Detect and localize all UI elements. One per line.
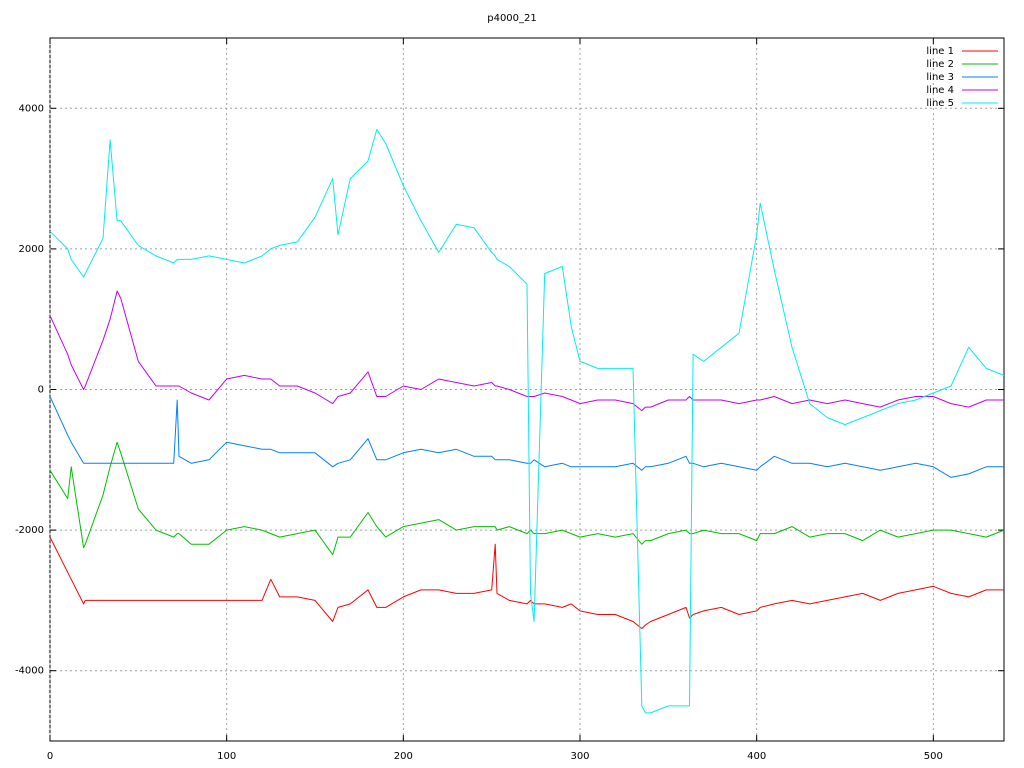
data-line: [49, 441, 1005, 556]
y-tick-label: -2000: [15, 525, 44, 536]
y-tick-label: 2000: [19, 244, 44, 255]
x-tick-label: 300: [570, 751, 589, 762]
y-tick-label: 4000: [19, 103, 44, 114]
data-line: [49, 128, 1005, 714]
x-tick-label: 200: [394, 751, 413, 762]
legend-label: line 1: [926, 46, 954, 57]
chart-title: p4000_21: [487, 13, 537, 24]
y-tick-label: 0: [38, 385, 44, 396]
legend-label: line 5: [926, 98, 954, 109]
legend-label: line 4: [926, 85, 954, 96]
x-tick-label: 400: [747, 751, 766, 762]
legend-label: line 2: [926, 59, 954, 70]
x-tick-label: 100: [217, 751, 236, 762]
data-line: [49, 536, 1004, 629]
x-tick-label: 500: [924, 751, 943, 762]
y-tick-label: -4000: [15, 666, 44, 677]
x-tick-label: 0: [47, 751, 53, 762]
data-line: [49, 290, 1004, 412]
data-line: [49, 396, 1004, 478]
legend-label: line 3: [926, 72, 954, 83]
